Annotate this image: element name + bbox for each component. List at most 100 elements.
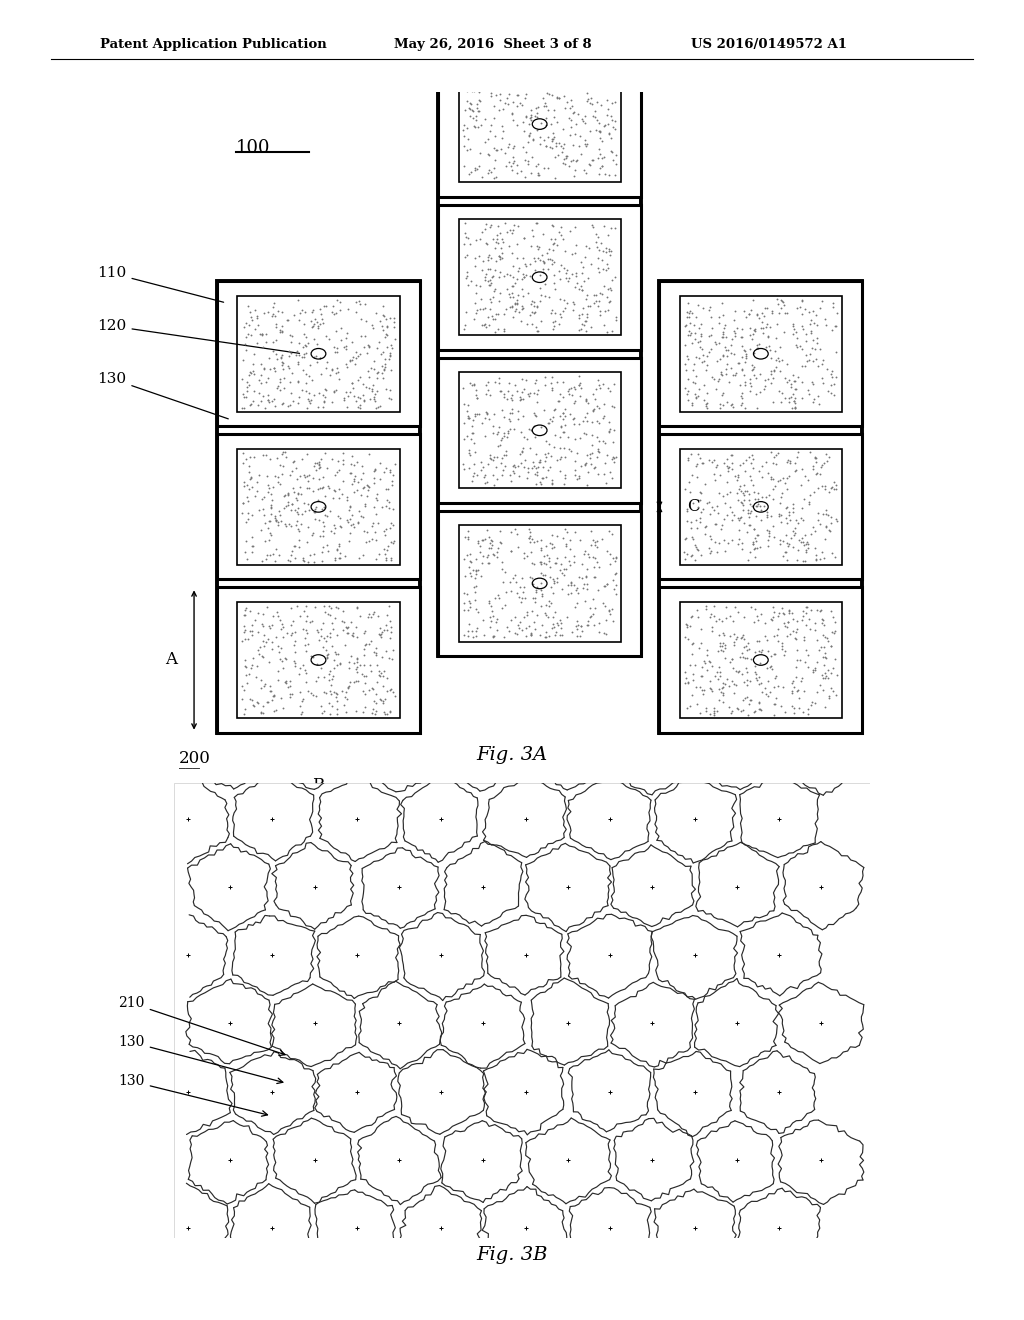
Point (788, 656, 805, 677)
Point (303, 301, 319, 322)
Point (741, 368, 758, 389)
Point (536, 552, 552, 573)
Point (796, 630, 812, 651)
Point (514, 441, 530, 462)
Point (679, 383, 695, 404)
Point (595, 240, 611, 261)
Point (284, 494, 300, 515)
Point (730, 661, 746, 682)
Point (605, 446, 622, 467)
Point (316, 442, 333, 463)
Point (346, 454, 362, 475)
Point (684, 302, 700, 323)
Point (469, 531, 485, 552)
Point (599, 114, 615, 135)
Point (532, 471, 549, 492)
Point (311, 453, 328, 474)
Point (462, 543, 478, 564)
Point (237, 387, 253, 408)
Point (586, 285, 602, 306)
Point (780, 601, 797, 622)
Point (290, 289, 306, 310)
Point (602, 461, 618, 482)
Point (749, 537, 765, 558)
Point (795, 701, 811, 722)
Point (692, 482, 709, 503)
Point (341, 496, 357, 517)
Point (290, 354, 306, 375)
Point (698, 393, 715, 414)
Point (822, 677, 839, 698)
Point (532, 537, 549, 558)
Point (701, 325, 718, 346)
Point (588, 232, 604, 253)
Point (318, 639, 335, 660)
Point (545, 312, 561, 333)
Point (703, 616, 720, 638)
Point (503, 470, 519, 491)
Point (291, 663, 307, 684)
Point (715, 321, 731, 342)
Point (767, 668, 783, 689)
Point (352, 469, 369, 490)
Text: 130: 130 (119, 1035, 283, 1084)
Point (366, 602, 382, 623)
Point (484, 544, 501, 565)
Point (707, 698, 723, 719)
Point (251, 383, 267, 404)
Point (373, 626, 389, 647)
Point (784, 313, 801, 334)
Point (782, 453, 799, 474)
Point (458, 268, 474, 289)
Point (579, 83, 595, 104)
Point (742, 380, 759, 401)
Point (356, 389, 373, 411)
Point (295, 550, 311, 572)
Point (514, 368, 530, 389)
Point (823, 367, 840, 388)
Point (731, 660, 748, 681)
Point (607, 574, 624, 595)
Point (768, 445, 784, 466)
Point (331, 536, 347, 557)
Point (471, 100, 487, 121)
Point (773, 696, 790, 717)
Point (472, 298, 488, 319)
Point (713, 682, 729, 704)
Point (383, 512, 399, 533)
Point (552, 405, 568, 426)
Point (718, 363, 734, 384)
Point (492, 520, 508, 541)
Point (684, 333, 700, 354)
Point (693, 665, 710, 686)
Point (734, 499, 751, 520)
Point (253, 520, 269, 541)
Point (345, 516, 361, 537)
Point (537, 400, 553, 421)
Point (679, 500, 695, 521)
Point (552, 449, 568, 470)
Point (274, 351, 291, 372)
Point (745, 343, 762, 364)
Point (540, 442, 556, 463)
Point (335, 601, 351, 622)
Point (503, 156, 519, 177)
Point (719, 504, 735, 525)
Point (793, 532, 809, 553)
Point (608, 63, 625, 84)
Point (521, 385, 538, 407)
Point (343, 454, 359, 475)
Point (325, 618, 341, 639)
Point (549, 548, 565, 569)
Point (321, 475, 337, 496)
Point (468, 564, 484, 585)
Point (522, 541, 539, 562)
Point (472, 459, 488, 480)
Point (504, 160, 520, 181)
Point (254, 631, 270, 652)
Point (790, 512, 806, 533)
Point (329, 624, 345, 645)
Bar (459, 372, 621, 488)
Point (577, 310, 593, 331)
Point (555, 387, 571, 408)
